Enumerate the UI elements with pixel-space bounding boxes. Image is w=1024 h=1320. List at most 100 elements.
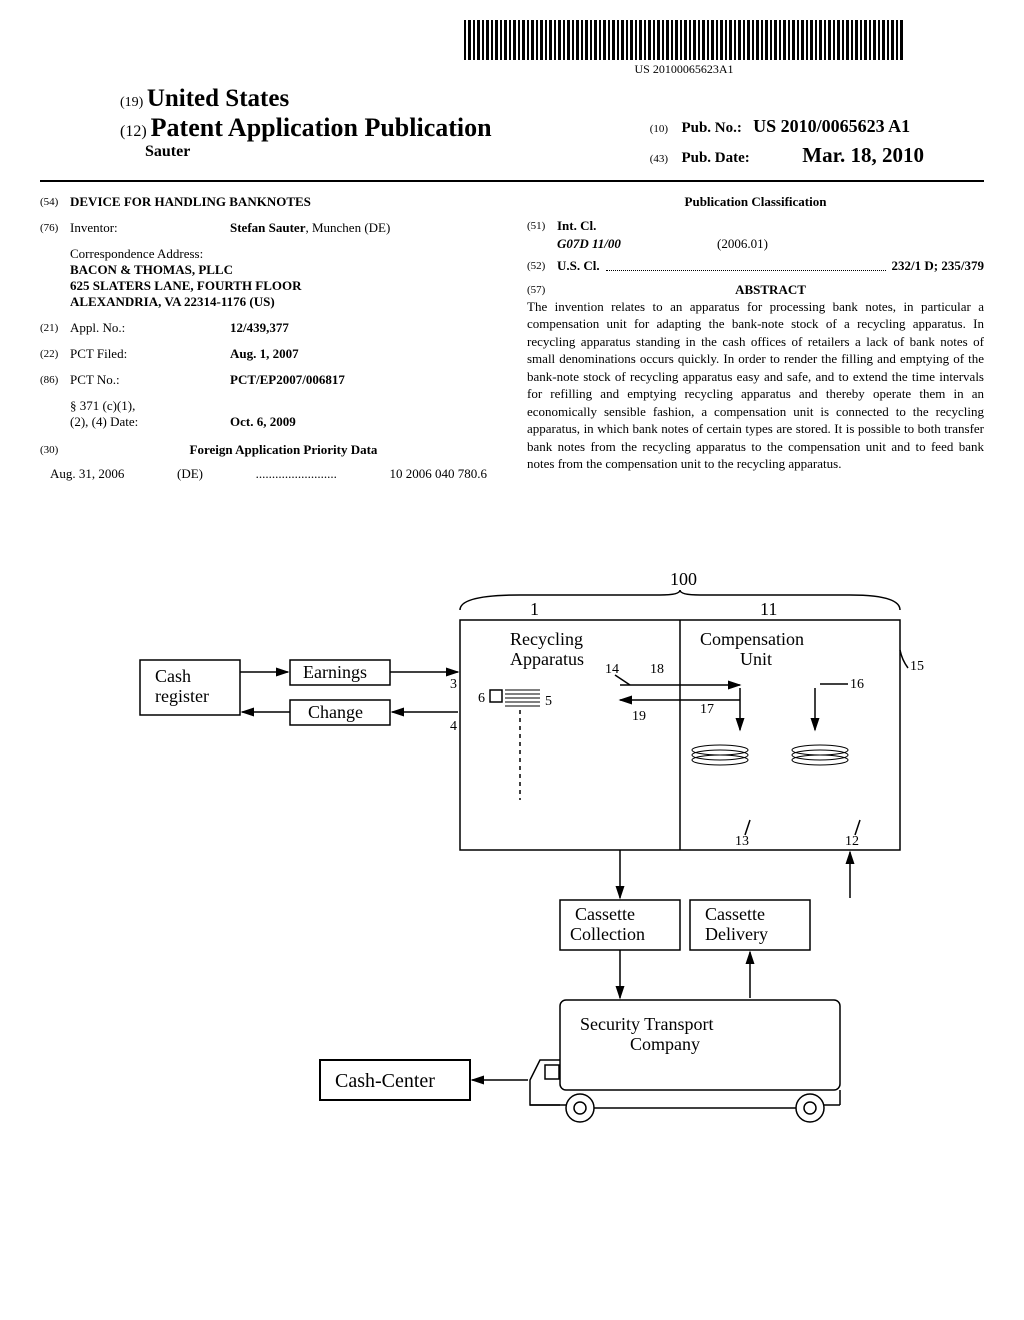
inventor-label: Inventor: bbox=[70, 220, 230, 236]
pub-type: Patent Application Publication bbox=[151, 113, 492, 142]
correspondence: Correspondence Address: BACON & THOMAS, … bbox=[70, 246, 497, 310]
num57: (57) bbox=[527, 282, 557, 298]
fig-n11: 11 bbox=[760, 599, 777, 619]
num10: (10) bbox=[650, 121, 678, 138]
s371-value: Oct. 6, 2009 bbox=[230, 414, 296, 430]
uscl-value: 232/1 D; 235/379 bbox=[892, 258, 984, 274]
header-right: (10) Pub. No.: US 2010/0065623 A1 (43) P… bbox=[650, 85, 984, 172]
pctno-value: PCT/EP2007/006817 bbox=[230, 372, 345, 388]
fpd-date: Aug. 31, 2006 bbox=[50, 466, 124, 482]
pubno-value: US 2010/0065623 A1 bbox=[753, 116, 910, 136]
abstract-header: ABSTRACT bbox=[557, 282, 984, 298]
intcl-code: G07D 11/00 bbox=[557, 236, 717, 252]
s371-label2: (2), (4) Date: bbox=[70, 414, 230, 430]
barcode-text: US 20100065623A1 bbox=[464, 62, 904, 77]
intcl-year: (2006.01) bbox=[717, 236, 768, 252]
author: Sauter bbox=[145, 143, 492, 161]
intcl-row: (51) Int. Cl. bbox=[527, 218, 984, 234]
inventor-value: Stefan Sauter, Munchen (DE) bbox=[230, 220, 390, 236]
pubdate-label: Pub. Date: bbox=[681, 150, 749, 166]
applno-value: 12/439,377 bbox=[230, 320, 289, 336]
right-column: Publication Classification (51) Int. Cl.… bbox=[527, 194, 984, 482]
fpd-value: 10 2006 040 780.6 bbox=[389, 466, 487, 482]
fig-n6: 6 bbox=[478, 691, 485, 706]
intcl-value-row: G07D 11/00 (2006.01) bbox=[557, 236, 984, 252]
pub-line: (12) Patent Application Publication bbox=[120, 113, 492, 143]
fig-n19: 19 bbox=[632, 709, 646, 724]
pctfiled-label: PCT Filed: bbox=[70, 346, 230, 362]
corr1: BACON & THOMAS, PLLC bbox=[70, 262, 497, 278]
pctfiled-row: (22) PCT Filed: Aug. 1, 2007 bbox=[40, 346, 497, 362]
fig-cass-coll-l2: Collection bbox=[570, 924, 645, 944]
fig-n18: 18 bbox=[650, 662, 664, 677]
fig-cass-coll-l1: Cassette bbox=[575, 904, 635, 924]
num86: (86) bbox=[40, 372, 70, 388]
fig-security-l1: Security Transport bbox=[580, 1014, 714, 1034]
num19: (19) bbox=[120, 95, 143, 110]
fig-comp-l2: Unit bbox=[740, 649, 772, 669]
num54: (54) bbox=[40, 194, 70, 210]
corr2: 625 SLATERS LANE, FOURTH FLOOR bbox=[70, 278, 497, 294]
fig-n14: 14 bbox=[605, 662, 619, 677]
pubno-label: Pub. No.: bbox=[681, 120, 741, 136]
corr3: ALEXANDRIA, VA 22314-1176 (US) bbox=[70, 294, 497, 310]
fpd-header: Foreign Application Priority Data bbox=[70, 442, 497, 458]
fpd-header-row: (30) Foreign Application Priority Data bbox=[40, 442, 497, 458]
fig-earnings: Earnings bbox=[303, 662, 367, 682]
fig-n15: 15 bbox=[910, 659, 924, 674]
num12: (12) bbox=[120, 123, 147, 140]
fig-n13: 13 bbox=[735, 834, 749, 849]
fig-recycling-l1: Recycling bbox=[510, 629, 583, 649]
fig-n17: 17 bbox=[700, 702, 714, 717]
fig-n16: 16 bbox=[850, 677, 864, 692]
num21: (21) bbox=[40, 320, 70, 336]
num76: (76) bbox=[40, 220, 70, 236]
uscl-label: U.S. Cl. bbox=[557, 258, 600, 274]
title: DEVICE FOR HANDLING BANKNOTES bbox=[70, 194, 311, 210]
num51: (51) bbox=[527, 218, 557, 234]
fig-n1: 1 bbox=[530, 599, 539, 619]
left-column: (54) DEVICE FOR HANDLING BANKNOTES (76) … bbox=[40, 194, 497, 482]
num22: (22) bbox=[40, 346, 70, 362]
num52: (52) bbox=[527, 258, 557, 274]
pub-class-header: Publication Classification bbox=[527, 194, 984, 210]
pctno-row: (86) PCT No.: PCT/EP2007/006817 bbox=[40, 372, 497, 388]
fpd-line: Aug. 31, 2006 (DE) .....................… bbox=[40, 466, 497, 482]
fig-security-l2: Company bbox=[630, 1034, 700, 1054]
pubdate-value: Mar. 18, 2010 bbox=[802, 143, 924, 167]
pctfiled-value: Aug. 1, 2007 bbox=[230, 346, 299, 362]
fig-cashreg-l1: Cash bbox=[155, 666, 191, 686]
fig-n5: 5 bbox=[545, 694, 552, 709]
inventor-loc: , Munchen (DE) bbox=[305, 220, 390, 235]
pubdate-row: (43) Pub. Date: Mar. 18, 2010 bbox=[650, 140, 924, 172]
inventor-name: Stefan Sauter bbox=[230, 220, 305, 235]
fpd-dots: ......................... bbox=[256, 466, 337, 482]
abstract-header-row: (57) ABSTRACT bbox=[527, 282, 984, 298]
header: (19) United States (12) Patent Applicati… bbox=[40, 85, 984, 172]
divider bbox=[40, 180, 984, 182]
fig-n100: 100 bbox=[670, 569, 697, 589]
inventor-row: (76) Inventor: Stefan Sauter, Munchen (D… bbox=[40, 220, 497, 236]
fpd-country: (DE) bbox=[177, 466, 203, 482]
s371-label1: § 371 (c)(1), bbox=[70, 398, 497, 414]
fig-cass-del-l2: Delivery bbox=[705, 924, 768, 944]
header-left: (19) United States (12) Patent Applicati… bbox=[40, 85, 492, 172]
fig-recycling-l2: Apparatus bbox=[510, 649, 584, 669]
country: United States bbox=[147, 85, 289, 112]
corr-label: Correspondence Address: bbox=[70, 246, 497, 262]
num30: (30) bbox=[40, 442, 70, 458]
fig-n3: 3 bbox=[450, 677, 457, 692]
uscl-dots bbox=[606, 258, 886, 271]
title-row: (54) DEVICE FOR HANDLING BANKNOTES bbox=[40, 194, 497, 210]
intcl-label: Int. Cl. bbox=[557, 218, 596, 234]
num43: (43) bbox=[650, 151, 678, 168]
barcode-region: US 20100065623A1 bbox=[464, 20, 904, 77]
uscl-row: (52) U.S. Cl. 232/1 D; 235/379 bbox=[527, 258, 984, 274]
fig-cass-del-l1: Cassette bbox=[705, 904, 765, 924]
figure-diagram: 100 1 11 Recycling Apparatus Compensatio… bbox=[0, 560, 1024, 1190]
fig-n4: 4 bbox=[450, 719, 457, 734]
fig-comp-l1: Compensation bbox=[700, 629, 804, 649]
barcode bbox=[464, 20, 904, 60]
fig-change: Change bbox=[308, 702, 363, 722]
pubno-row: (10) Pub. No.: US 2010/0065623 A1 bbox=[650, 113, 924, 140]
